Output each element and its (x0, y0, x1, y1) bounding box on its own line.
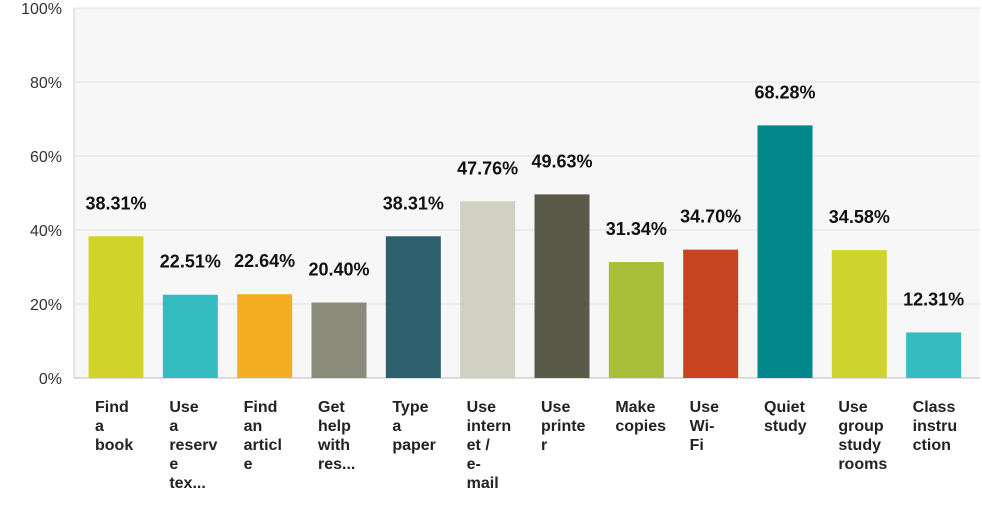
category-label-line: Use (467, 399, 496, 416)
category-label-line: Use (169, 399, 198, 416)
category-label-line: intern (467, 418, 511, 435)
category-label-line: book (95, 437, 133, 454)
value-label: 22.51% (160, 252, 221, 272)
category-label-line: tex... (169, 475, 205, 492)
value-label: 49.63% (531, 151, 592, 171)
category-label-line: a (169, 418, 178, 435)
category-label-line: study (838, 437, 881, 454)
category-label-line: Get (318, 399, 345, 416)
y-tick-label: 40% (30, 223, 62, 240)
category-label-line: Use (541, 399, 570, 416)
category-label-line: reserv (169, 437, 217, 454)
value-label: 20.40% (308, 260, 369, 280)
category-label: Use a reserv e tex... (169, 399, 217, 492)
category-label-line: paper (392, 437, 436, 454)
category-label: Find an articl e (244, 399, 282, 473)
category-label: Use printe r (541, 399, 586, 454)
value-label: 22.64% (234, 251, 295, 271)
category-label: Get help with res... (317, 399, 355, 473)
value-label: 68.28% (754, 82, 815, 102)
category-label-line: instru (913, 418, 957, 435)
category-label-line: ction (913, 437, 951, 454)
value-label: 38.31% (85, 193, 146, 213)
category-label-line: Fi (690, 437, 704, 454)
category-label-line: an (244, 418, 263, 435)
value-label: 34.58% (829, 207, 890, 227)
category-label-line: res... (318, 456, 355, 473)
category-label-line: Make (615, 399, 655, 416)
category-label-line: Quiet (764, 399, 806, 416)
category-label-line: et / (467, 437, 491, 454)
y-tick-label: 0% (39, 371, 62, 388)
bar[interactable] (162, 294, 218, 378)
category-label-line: e- (467, 456, 481, 473)
y-tick-label: 20% (30, 297, 62, 314)
bar[interactable] (757, 125, 813, 378)
category-label-line: Use (690, 399, 719, 416)
bar[interactable] (534, 194, 590, 378)
value-label: 34.70% (680, 207, 741, 227)
category-label: Use group study rooms (838, 399, 887, 473)
y-tick-label: 60% (30, 149, 62, 166)
bar[interactable] (608, 262, 664, 378)
category-label: Class instru ction (913, 399, 957, 454)
category-label-line: mail (467, 475, 499, 492)
bar[interactable] (88, 236, 144, 378)
category-label-line: articl (244, 437, 282, 454)
bar[interactable] (460, 201, 516, 378)
bar[interactable] (683, 249, 739, 378)
category-label-line: rooms (838, 456, 887, 473)
category-label-line: Find (244, 399, 278, 416)
category-label-line: Wi- (690, 418, 715, 435)
category-label: Quiet study (764, 399, 807, 435)
category-label: Use intern et / e-mail (467, 399, 511, 492)
bar[interactable] (311, 302, 367, 378)
value-label: 31.34% (606, 219, 667, 239)
category-label-line: Type (392, 399, 428, 416)
y-tick-label: 100% (21, 1, 62, 18)
y-tick-label: 80% (30, 75, 62, 92)
category-label-line: e (244, 456, 253, 473)
category-label: Use Wi- Fi (690, 399, 719, 454)
category-label-line: study (764, 418, 807, 435)
category-label-line: Class (913, 399, 956, 416)
category-label-line: a (95, 418, 104, 435)
category-label: Make copies (615, 399, 666, 435)
category-label-line: printe (541, 418, 586, 435)
category-label: Find a book (95, 399, 133, 454)
category-label-line: copies (615, 418, 666, 435)
category-label-line: help (318, 418, 351, 435)
bar[interactable] (385, 236, 441, 378)
bar[interactable] (831, 250, 887, 378)
category-label-line: with (317, 437, 350, 454)
plot-area (74, 8, 980, 378)
value-label: 38.31% (383, 193, 444, 213)
category-label-line: a (392, 418, 401, 435)
category-label-line: r (541, 437, 547, 454)
bar[interactable] (237, 294, 293, 378)
category-label: Type a paper (392, 399, 436, 454)
category-label-line: e (169, 456, 178, 473)
category-label-line: Find (95, 399, 129, 416)
value-label: 12.31% (903, 289, 964, 309)
category-label-line: Use (838, 399, 867, 416)
category-label-line: group (838, 418, 884, 435)
bar[interactable] (906, 332, 962, 378)
value-label: 47.76% (457, 158, 518, 178)
